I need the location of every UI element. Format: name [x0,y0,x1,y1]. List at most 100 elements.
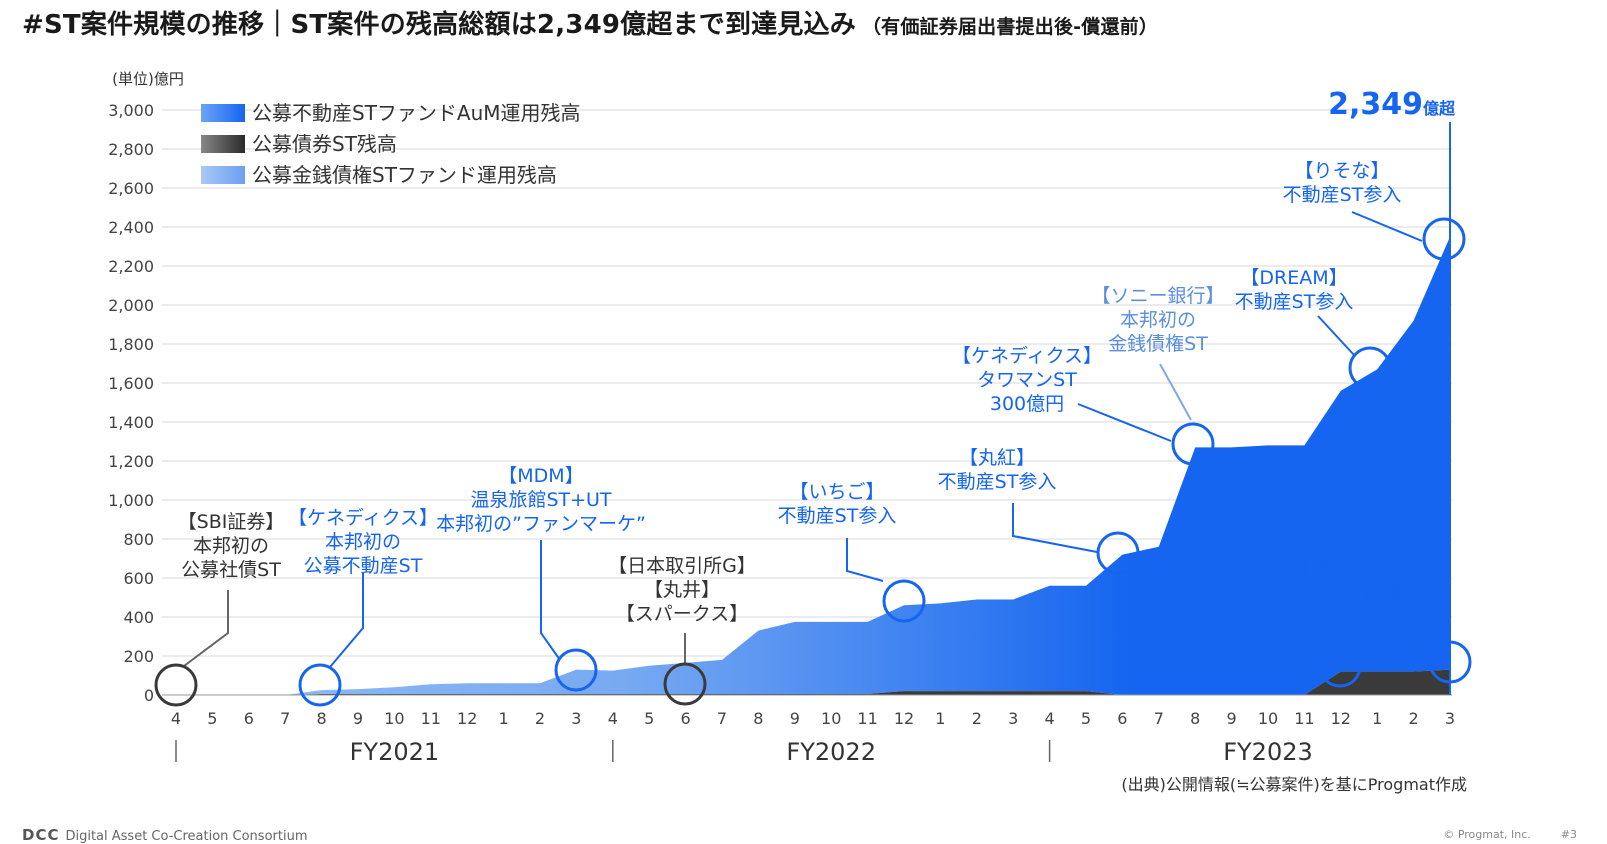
x-tick-label: 5 [1081,709,1091,728]
x-tick-label: 1 [935,709,945,728]
y-tick-label: 600 [123,569,154,588]
x-tick-label: 10 [821,709,841,728]
annotation-circle [554,648,598,692]
series-area-real-estate [176,236,1450,695]
x-tick-label: 9 [790,709,800,728]
y-tick-label: 2,000 [108,296,154,315]
annotation-leader-line [540,540,561,661]
legend-swatch [201,135,245,153]
x-tick-label: 2 [535,709,545,728]
annotation-text: 【りそな】 [1294,160,1389,182]
x-tick-label: 6 [244,709,254,728]
x-tick-label: 8 [1190,709,1200,728]
x-tick-label: 4 [608,709,618,728]
annotation-text: 【丸紅】 [959,447,1035,469]
y-tick-label: 1,400 [108,413,154,432]
annotation-leader-line [183,590,229,667]
source-note: (出典)公開情報(≒公募案件)を基にProgmat作成 [1121,775,1467,794]
annotation-leader-line [1351,211,1423,242]
y-tick-label: 0 [144,686,154,705]
annotation-circle [663,662,707,706]
footer-org: DCC Digital Asset Co-Creation Consortium [22,826,307,844]
annotation-leader-line [1077,403,1172,442]
annotation-text: 不動産ST参入 [938,471,1057,493]
y-tick-label: 3,000 [108,101,154,120]
annotation-text: 【いちご】 [789,481,884,503]
footer-logo: DCC [22,826,60,844]
y-tick-label: 1,800 [108,335,154,354]
legend-label: 公募金銭債権STファンド運用残高 [252,163,557,187]
x-tick-label: 9 [353,709,363,728]
x-tick-label: 5 [207,709,217,728]
x-tick-label: 8 [317,709,327,728]
legend-swatch [201,166,245,184]
footer-page-number: #3 [1560,828,1577,841]
annotation-leader-line [1159,363,1192,421]
y-tick-label: 1,200 [108,452,154,471]
x-tick-label: 10 [1258,709,1278,728]
x-tick-label: 9 [1227,709,1237,728]
y-unit-label: (単位)億円 [112,70,184,88]
annotation-text: 本邦初の [1120,309,1196,331]
x-tick-label: 12 [894,709,914,728]
y-tick-label: 2,400 [108,218,154,237]
annotation-text: 本邦初の [325,531,401,553]
annotation-circle [1428,640,1472,684]
annotation-text: 【スパークス】 [616,603,748,625]
y-tick-label: 200 [123,647,154,666]
y-tick-label: 2,200 [108,257,154,276]
page-title: #ST案件規模の推移｜ST案件の残高総額は2,349億超まで到達見込み （有価証券… [22,4,1158,41]
x-tick-label: 3 [1445,709,1455,728]
x-tick-label: 2 [1409,709,1419,728]
annotation-leader-line [1393,618,1441,642]
x-tick-label: 4 [171,709,181,728]
annotation-leader-line [1012,503,1098,553]
legend-label: 公募債券ST残高 [252,132,397,156]
annotation-text: 不動産ST参入 [1283,184,1402,206]
footer-org-name: Digital Asset Co-Creation Consortium [65,829,308,844]
annotation-text: タワマンST [977,369,1077,391]
annotation-circle [154,663,198,707]
annotation-text: 【丸井】 [644,579,720,601]
annotation-leader-line [1285,618,1337,643]
st-balance-chart: (単位)億円 0 200 400 600 800 1,000 1,200 1,400 1,600 1… [108,70,1472,766]
annotation-text: 不動産ST参入 [1235,291,1354,313]
annotation-text: 【MDM】 [498,465,583,487]
x-tick-label: 7 [280,709,290,728]
x-tick-label: 11 [1294,709,1314,728]
title-subtitle: （有価証券届出書提出後-償還前） [861,16,1159,38]
annotation-circle [298,663,342,707]
x-tick-label: 1 [1372,709,1382,728]
y-tick-label: 2,600 [108,179,154,198]
fiscal-year-label: FY2022 [786,738,876,766]
x-tick-label: 11 [857,709,877,728]
y-tick-label: 400 [123,608,154,627]
annotation-text: 温泉旅館ST+UT [470,489,611,511]
x-tick-label: 7 [1154,709,1164,728]
title-main: #ST案件規模の推移｜ST案件の残高総額は2,349億超まで到達見込み [22,10,856,40]
annotation-text: 300億円 [990,393,1064,415]
x-tick-label: 7 [717,709,727,728]
footer-copyright: © Progmat, Inc. [1443,828,1531,841]
annotation-leader-line [329,572,364,668]
annotation-text: 本邦初の”ファンマーケ” [436,513,646,535]
y-tick-label: 1,000 [108,491,154,510]
annotation-text: 【岡三証券G】【大和証券G】 [1206,582,1454,604]
annotation-text: 【ケネディクス】 [288,507,438,529]
y-tick-label: 1,600 [108,374,154,393]
annotation-text: 公募社債ST [181,559,281,581]
x-tick-label: 11 [421,709,441,728]
series-area-bond [176,669,1450,695]
x-tick-label: 12 [1331,709,1351,728]
annotation-circle [1422,217,1466,261]
x-tick-label: 2 [972,709,982,728]
x-tick-label: 10 [384,709,404,728]
annotation-text: 不動産ST参入 [778,505,897,527]
fiscal-year-label: FY2023 [1223,738,1313,766]
y-tick-label: 2,800 [108,140,154,159]
x-tick-label: 4 [1045,709,1055,728]
annotation-leader-line [1317,315,1355,356]
annotation-text: 【ケネディクス】 [952,345,1102,367]
annotation-text: 【SBI証券】 [178,511,285,533]
x-tick-label: 8 [753,709,763,728]
